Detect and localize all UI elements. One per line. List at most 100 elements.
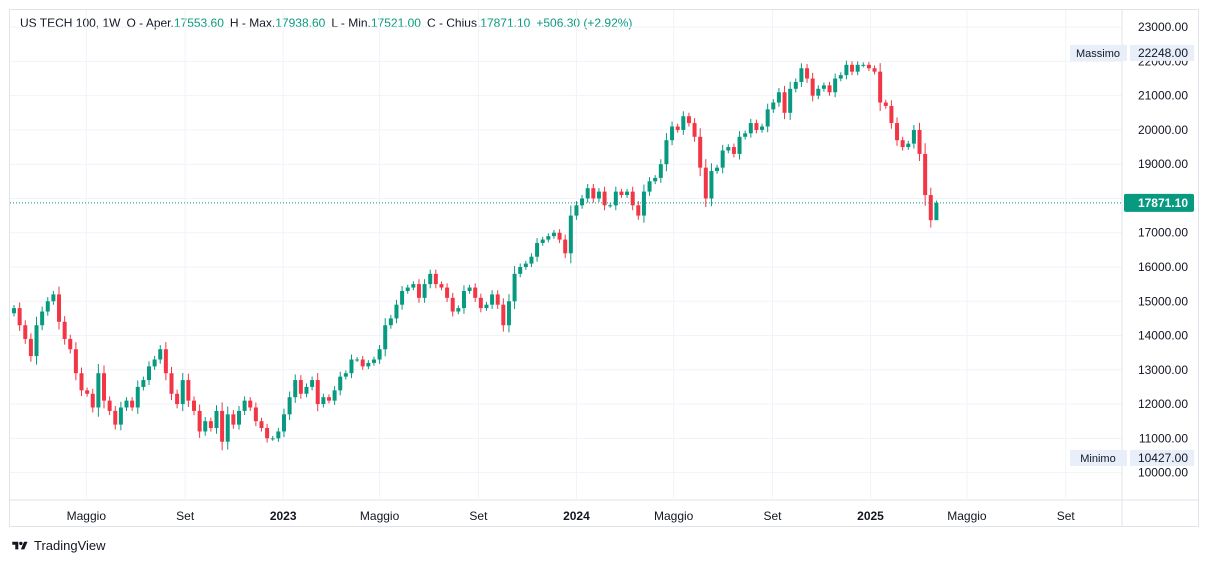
candle-body	[197, 410, 202, 432]
candle-body	[698, 136, 703, 168]
candle-body	[906, 143, 911, 148]
candle-body	[703, 167, 708, 199]
candle-body	[568, 215, 573, 254]
candle-body	[540, 239, 545, 244]
candle-body	[113, 410, 118, 425]
candle-body	[895, 123, 900, 141]
x-tick-label: Maggio	[67, 509, 107, 523]
candle-body	[73, 349, 78, 374]
candle-body	[613, 191, 618, 206]
x-tick-label: Set	[176, 509, 195, 523]
candle-body	[473, 287, 478, 298]
candle-body	[416, 284, 421, 298]
candle-body	[62, 321, 67, 339]
candle-body	[439, 284, 444, 288]
candle-body	[782, 92, 787, 113]
candle-body	[557, 232, 562, 240]
candle-body	[726, 147, 731, 151]
min-value-label: 10427.00	[1138, 451, 1188, 465]
y-tick-label: 17000.00	[1138, 226, 1188, 240]
candle-body	[630, 191, 635, 206]
candle-body	[220, 410, 225, 442]
candle-body	[810, 78, 815, 96]
candle-body	[506, 301, 511, 326]
candle-body	[805, 68, 810, 79]
candle-body	[12, 308, 17, 314]
x-tick-label: Maggio	[947, 509, 987, 523]
time-axis[interactable]: Maggio Set 2023 Maggio Set 2024 Maggio Set 2025 M…	[67, 509, 1076, 523]
candle-body	[293, 380, 298, 398]
candle-body	[310, 380, 315, 387]
candle-body	[596, 191, 601, 199]
y-tick-label: 19000.00	[1138, 157, 1188, 171]
candle-body	[270, 438, 275, 440]
candle-body	[28, 338, 33, 357]
candle-body	[321, 397, 326, 405]
symbol-label[interactable]: US TECH 100, 1W	[20, 16, 121, 30]
candle-body	[737, 136, 742, 154]
x-tick-label: Maggio	[360, 509, 400, 523]
candle-body	[163, 349, 168, 374]
candle-body	[214, 410, 219, 429]
candle-body	[720, 150, 725, 168]
candle-body	[923, 153, 928, 196]
y-tick-label: 23000.00	[1138, 20, 1188, 34]
candle-body	[265, 428, 270, 439]
y-tick-label: 10000.00	[1138, 466, 1188, 480]
y-tick-label: 15000.00	[1138, 294, 1188, 308]
candle-body	[208, 421, 213, 429]
candle-body	[563, 239, 568, 254]
candle-body	[445, 287, 450, 298]
candle-body	[776, 92, 781, 103]
candle-body	[259, 421, 264, 429]
legend-bar: US TECH 100, 1W O - Aper. 17553.60 H - M…	[20, 16, 632, 30]
price-axis[interactable]: 10000.00 11000.00 12000.00 13000.00 14000.00…	[1070, 20, 1194, 480]
candle-body	[315, 380, 320, 405]
y-tick-label: 11000.00	[1139, 431, 1188, 445]
candle-body	[551, 232, 556, 237]
candle-body	[135, 386, 140, 408]
candle-body	[686, 116, 691, 124]
candle-body	[107, 400, 112, 411]
candle-body	[51, 294, 56, 302]
candle-body	[141, 380, 146, 387]
candle-body	[203, 421, 208, 432]
candle-body	[518, 266, 523, 274]
candle-body	[855, 64, 860, 72]
candle-body	[675, 126, 680, 130]
candle-body	[608, 205, 613, 207]
high-value: 17938.60	[275, 16, 326, 30]
candle-body	[355, 359, 360, 361]
candle-body	[298, 380, 303, 394]
candle-body	[670, 126, 675, 141]
candle-body	[428, 273, 433, 285]
x-tick-label: Set	[763, 509, 782, 523]
candle-body	[861, 64, 866, 66]
candle-body	[281, 414, 286, 432]
candle-body	[934, 202, 939, 221]
candle-body	[501, 304, 506, 326]
candle-body	[180, 380, 185, 405]
low-value: 17521.00	[370, 16, 421, 30]
max-value-bg	[1130, 44, 1194, 61]
x-tick-label: Set	[469, 509, 488, 523]
candle-body	[124, 400, 129, 408]
candle-body	[512, 273, 517, 302]
candle-body	[878, 71, 883, 103]
candle-body	[580, 198, 585, 206]
branding[interactable]: TradingView	[10, 538, 106, 553]
chart-frame[interactable]	[9, 9, 1199, 527]
candle-body	[332, 390, 337, 401]
candles	[12, 60, 939, 451]
candle-body	[625, 191, 630, 196]
candle-body	[546, 236, 551, 240]
candle-body	[844, 64, 849, 76]
candle-body	[186, 380, 191, 401]
grid-lines	[10, 10, 1198, 526]
candle-body	[692, 123, 697, 137]
candle-body	[709, 171, 714, 199]
candle-body	[484, 304, 489, 309]
open-value: 17553.60	[173, 16, 224, 30]
candle-body	[248, 400, 253, 408]
